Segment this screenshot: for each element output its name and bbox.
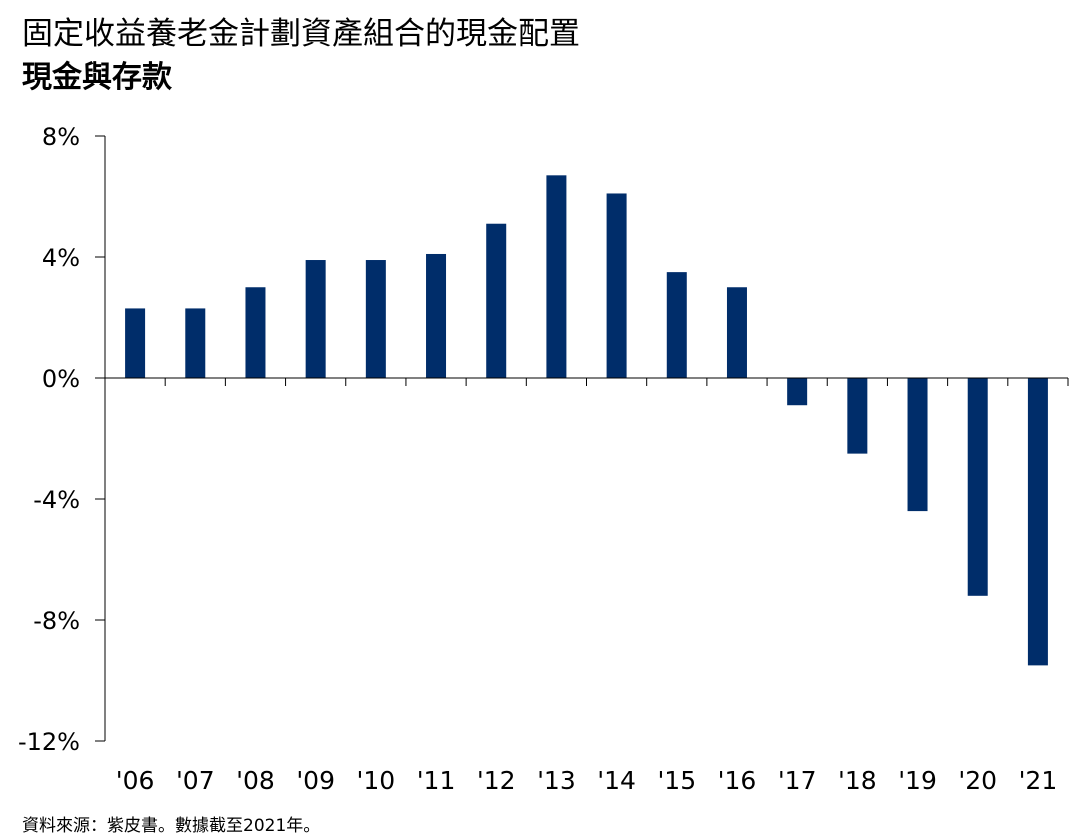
x-tick-label: '21: [1019, 766, 1058, 795]
bars-group: [125, 175, 1048, 666]
x-tick-label: '20: [958, 766, 997, 795]
x-tick-label: '09: [296, 766, 335, 795]
x-tick-label: '08: [236, 766, 275, 795]
x-tick-label: '10: [357, 766, 396, 795]
y-tick-label: -8%: [33, 607, 80, 635]
x-tick-label: '07: [176, 766, 215, 795]
bar: [1027, 378, 1048, 666]
bar: [365, 260, 386, 378]
x-tick-label: '18: [838, 766, 877, 795]
chart-title: 固定收益養老金計劃資產組合的現金配置: [22, 16, 580, 52]
bar: [967, 378, 988, 596]
bar: [726, 287, 747, 378]
y-tick-label: 0%: [42, 365, 80, 393]
chart-subtitle: 現金與存款: [22, 60, 172, 95]
x-tick-label: '19: [898, 766, 937, 795]
bar: [245, 287, 266, 378]
bar: [666, 272, 687, 378]
y-axis: 8% 4% 0% -4% -8% -12%: [18, 123, 106, 756]
x-tick-label: '16: [718, 766, 757, 795]
x-tick-label: '06: [116, 766, 155, 795]
source-note: 資料來源：紫皮書。數據截至2021年。: [22, 816, 321, 836]
y-tick-label: -4%: [33, 486, 80, 514]
bar: [125, 308, 146, 378]
x-tick-label: '14: [597, 766, 636, 795]
bar: [486, 223, 507, 378]
x-tick-label: '15: [657, 766, 696, 795]
bar: [606, 193, 627, 378]
bar: [305, 260, 326, 378]
bar: [907, 378, 928, 512]
x-tick-label: '13: [537, 766, 576, 795]
bar: [185, 308, 206, 378]
x-axis: '06 '07 '08 '09 '10 '11 '12 '13 '14 '15 '16 '17 '18 '…: [104, 377, 1069, 795]
bar: [847, 378, 868, 454]
bar: [787, 378, 808, 406]
x-tick-label: '17: [778, 766, 817, 795]
x-tick-label: '11: [417, 766, 456, 795]
bar: [546, 175, 567, 378]
x-tick-label: '12: [477, 766, 516, 795]
y-tick-label: -12%: [18, 728, 80, 756]
y-tick-label: 8%: [42, 123, 80, 151]
bar: [426, 253, 447, 378]
y-tick-label: 4%: [42, 244, 80, 272]
